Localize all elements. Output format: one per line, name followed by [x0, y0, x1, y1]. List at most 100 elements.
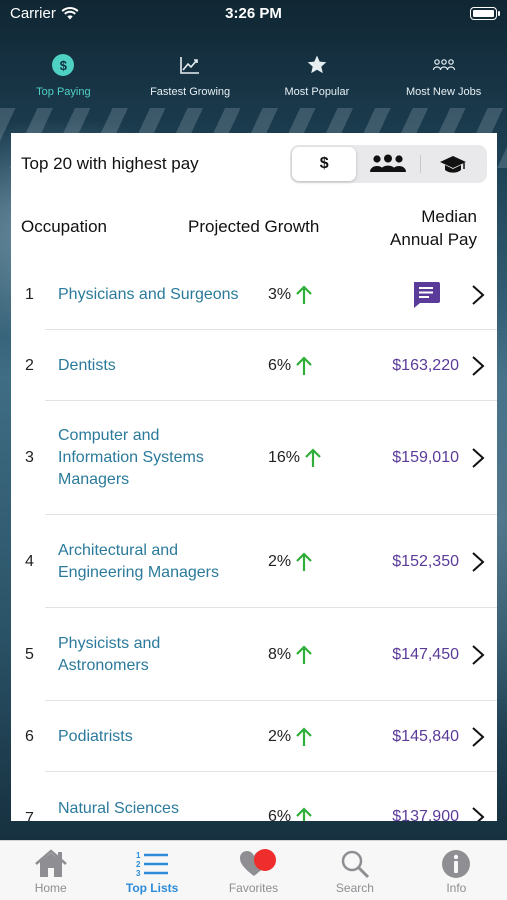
up-arrow-icon	[296, 644, 312, 664]
star-icon	[307, 55, 327, 74]
tab-home[interactable]: Home	[0, 841, 101, 900]
search-icon	[341, 850, 369, 879]
table-row[interactable]: 6 Podiatrists 2% $145,840	[11, 701, 497, 772]
battery-icon	[470, 7, 500, 20]
segment-education[interactable]	[421, 147, 485, 181]
row-rank: 3	[25, 449, 34, 466]
dollar-icon: $	[319, 155, 329, 172]
segment-pay[interactable]: $	[292, 147, 357, 181]
chevron-right-icon[interactable]	[471, 355, 485, 377]
tab-fastest-growing[interactable]: Fastest Growing	[127, 52, 254, 108]
row-rank: 5	[25, 645, 34, 663]
carrier-indicator: Carrier	[10, 5, 79, 22]
row-pay: $137,900	[392, 808, 459, 821]
tab-label: Info	[446, 881, 467, 895]
clock: 3:26 PM	[225, 5, 282, 22]
tab-info[interactable]: Info	[406, 841, 507, 900]
up-arrow-icon	[296, 807, 312, 821]
row-pay: $159,010	[392, 449, 459, 466]
growth-value: 2%	[268, 552, 292, 570]
tab-most-new-jobs[interactable]: Most New Jobs	[380, 52, 507, 108]
table-row[interactable]: 2 Dentists 6% $163,220	[11, 330, 497, 401]
row-pay: $145,840	[392, 727, 459, 745]
tab-label: Fastest Growing	[150, 86, 231, 98]
tab-label: Top Paying	[36, 86, 91, 98]
row-occupation[interactable]: Natural Sciences	[58, 800, 179, 817]
row-growth: 3%	[268, 284, 314, 306]
bottom-tab-bar: Home 1 2 3 Top Lists Favorites	[0, 840, 507, 900]
status-bar: Carrier 3:26 PM	[0, 0, 507, 30]
row-rank: 4	[25, 552, 34, 570]
row-occupation[interactable]: Physicians and Surgeons	[58, 285, 239, 303]
header-projected-growth: Projected Growth	[188, 217, 320, 236]
tab-label: Favorites	[228, 881, 279, 895]
chevron-right-icon[interactable]	[471, 447, 485, 469]
row-occupation[interactable]: Architectural and Engineering Managers	[58, 541, 219, 581]
growth-value: 16%	[268, 449, 301, 466]
row-pay: $152,350	[392, 552, 459, 570]
growth-value: 6%	[268, 356, 292, 374]
tab-label: Most Popular	[284, 86, 350, 98]
chevron-right-icon[interactable]	[471, 806, 485, 821]
row-rank: 6	[25, 727, 34, 745]
row-growth: 6%	[268, 355, 314, 377]
segment-employment[interactable]	[356, 147, 421, 181]
row-rank: 7	[25, 810, 34, 821]
row-growth: 16%	[268, 447, 323, 469]
top-list-card: Top 20 with highest pay $ Occ	[11, 133, 497, 821]
home-icon	[34, 849, 67, 877]
row-occupation[interactable]: Computer and Information Systems Manager…	[58, 427, 204, 488]
tab-favorites[interactable]: Favorites	[203, 841, 304, 900]
tab-top-lists[interactable]: 1 2 3 Top Lists	[101, 841, 202, 900]
header-median-pay: Median Annual Pay	[390, 205, 477, 251]
table-row[interactable]: 1 Physicians and Surgeons 3%	[11, 259, 497, 330]
tab-most-popular[interactable]: Most Popular	[254, 52, 381, 108]
chevron-right-icon[interactable]	[471, 551, 485, 573]
table-row[interactable]: 5 Physicists and Astronomers 8% $147,450	[11, 608, 497, 701]
growth-value: 3%	[268, 285, 292, 303]
table-row[interactable]: 7 Natural Sciences 6% $137,900	[11, 772, 497, 821]
up-arrow-icon	[296, 551, 312, 571]
table-row[interactable]: 3 Computer and Information Systems Manag…	[11, 401, 497, 515]
svg-text:3: 3	[136, 869, 141, 878]
info-icon	[442, 850, 471, 878]
chevron-right-icon[interactable]	[471, 726, 485, 748]
column-headers: Occupation Projected Growth Median Annua…	[11, 195, 497, 259]
numbered-list-icon: 1 2 3	[136, 851, 169, 878]
wifi-icon	[61, 7, 79, 20]
tab-search[interactable]: Search	[304, 841, 405, 900]
tab-top-paying[interactable]: $ Top Paying	[0, 52, 127, 108]
up-arrow-icon	[296, 284, 312, 304]
tab-label: Top Lists	[125, 881, 179, 895]
row-occupation[interactable]: Podiatrists	[58, 727, 133, 745]
graduation-cap-icon	[439, 156, 466, 173]
people-icon	[370, 154, 407, 172]
chevron-right-icon[interactable]	[471, 284, 485, 306]
row-growth: 8%	[268, 644, 314, 666]
row-pay: $163,220	[392, 356, 459, 374]
tab-label: Most New Jobs	[406, 86, 482, 98]
up-arrow-icon	[296, 355, 312, 375]
row-growth: 2%	[268, 551, 314, 573]
table-row[interactable]: 4 Architectural and Engineering Managers…	[11, 515, 497, 608]
favorites-badge	[253, 849, 276, 871]
up-arrow-icon	[305, 448, 321, 467]
card-header: Top 20 with highest pay $	[11, 133, 497, 195]
row-growth: 2%	[268, 726, 314, 748]
svg-text:1: 1	[136, 851, 141, 860]
message-icon[interactable]	[411, 281, 441, 309]
header-pay-line1: Median	[421, 207, 477, 226]
growth-value: 6%	[268, 808, 292, 821]
tab-label: Home	[34, 881, 67, 895]
up-arrow-icon	[296, 726, 312, 746]
row-occupation[interactable]: Physicists and Astronomers	[58, 634, 161, 674]
header-pay-line2: Annual Pay	[390, 230, 477, 249]
row-occupation[interactable]: Dentists	[58, 356, 116, 374]
sort-segmented-control: $	[290, 145, 487, 183]
row-growth: 6%	[268, 806, 314, 821]
row-pay: $147,450	[392, 645, 459, 663]
tab-label: Search	[335, 881, 374, 895]
occupation-list: 1 Physicians and Surgeons 3% 2 Dentists …	[11, 259, 497, 821]
trend-chart-icon	[180, 57, 200, 74]
chevron-right-icon[interactable]	[471, 644, 485, 666]
